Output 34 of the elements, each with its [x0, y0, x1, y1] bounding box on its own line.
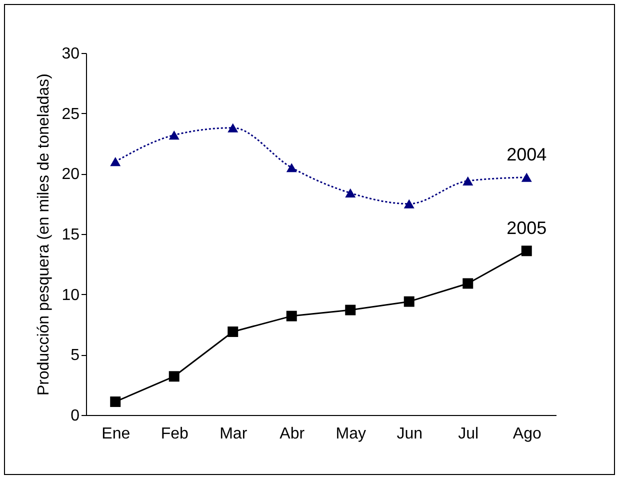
- point: [404, 199, 414, 208]
- x-tick-label: Jun: [396, 426, 423, 442]
- point: [345, 304, 356, 316]
- point: [404, 296, 414, 307]
- x-tick-label: Feb: [160, 426, 189, 442]
- y-tick-label: 15: [62, 226, 80, 244]
- y-tick-label: 25: [62, 106, 80, 123]
- series-label: 2005: [506, 218, 547, 238]
- point: [462, 278, 474, 289]
- y-tick-label: 5: [70, 347, 80, 364]
- point: [110, 396, 121, 407]
- x-tick-label: Ene: [102, 426, 130, 442]
- point: [345, 188, 356, 198]
- point: [168, 130, 180, 140]
- point: [462, 176, 474, 186]
- series-label: 2004: [506, 144, 547, 164]
- x-tick-label: Abr: [280, 426, 306, 442]
- x-tick-label: Jul: [458, 426, 479, 442]
- point: [110, 157, 121, 166]
- point: [286, 163, 297, 172]
- y-tick-label: 0: [70, 408, 80, 424]
- point: [521, 172, 532, 182]
- point: [521, 246, 532, 256]
- point: [286, 310, 297, 322]
- point: [228, 123, 238, 132]
- x-tick-label: May: [336, 426, 366, 442]
- y-tick-label: 30: [62, 46, 80, 62]
- point: [168, 371, 180, 382]
- y-axis-title: Producción pesquera (en miles de toneladas): [36, 74, 53, 396]
- x-tick-label: Ago: [512, 426, 542, 442]
- x-tick-label: Mar: [220, 426, 248, 442]
- point: [228, 326, 238, 337]
- y-tick-label: 20: [62, 166, 80, 184]
- y-tick-label: 10: [62, 286, 80, 304]
